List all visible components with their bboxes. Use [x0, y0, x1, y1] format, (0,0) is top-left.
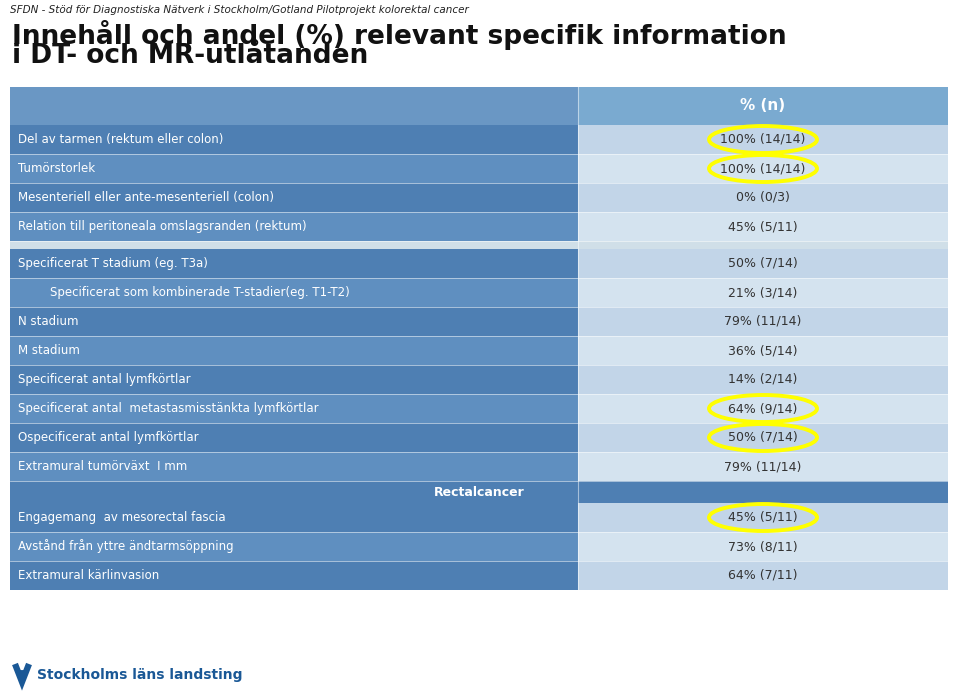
Bar: [10, 212, 578, 241]
Text: Specificerat antal  metastasmisstänkta lymfkörtlar: Specificerat antal metastasmisstänkta ly…: [18, 402, 319, 415]
Bar: [578, 336, 948, 365]
Text: 79% (11/14): 79% (11/14): [724, 460, 802, 473]
Text: 73% (8/11): 73% (8/11): [729, 540, 798, 553]
Text: 100% (14/14): 100% (14/14): [720, 133, 805, 146]
Bar: [578, 532, 948, 561]
Bar: [10, 532, 578, 561]
Text: 64% (7/11): 64% (7/11): [729, 569, 798, 582]
Text: M stadium: M stadium: [18, 344, 80, 357]
Text: 36% (5/14): 36% (5/14): [729, 344, 798, 357]
Bar: [578, 212, 948, 241]
Text: Ospecificerat antal lymfkörtlar: Ospecificerat antal lymfkörtlar: [18, 431, 199, 444]
Text: % (n): % (n): [740, 98, 785, 114]
Text: Extramural tumörväxt  I mm: Extramural tumörväxt I mm: [18, 460, 187, 473]
Text: i DT- och MR-utlåtanden: i DT- och MR-utlåtanden: [12, 43, 369, 69]
Text: Innehåll och andel (%) relevant specifik information: Innehåll och andel (%) relevant specifik…: [12, 20, 786, 50]
Text: 50% (7/14): 50% (7/14): [728, 257, 798, 270]
Text: 79% (11/14): 79% (11/14): [724, 315, 802, 328]
Bar: [578, 278, 948, 307]
Bar: [10, 307, 578, 336]
Text: Stockholms läns landsting: Stockholms läns landsting: [37, 668, 243, 682]
Bar: [10, 394, 578, 423]
Text: Specificerat antal lymfkörtlar: Specificerat antal lymfkörtlar: [18, 373, 191, 386]
Bar: [10, 423, 578, 452]
Text: Avstånd från yttre ändtarmsöppning: Avstånd från yttre ändtarmsöppning: [18, 539, 233, 553]
Text: Relation till peritoneala omslagsranden (rektum): Relation till peritoneala omslagsranden …: [18, 220, 306, 233]
Text: Extramural kärlinvasion: Extramural kärlinvasion: [18, 569, 159, 582]
Bar: [578, 125, 948, 154]
Bar: [10, 503, 578, 532]
Text: Rectalcancer: Rectalcancer: [434, 486, 524, 498]
Bar: [578, 183, 948, 212]
Bar: [10, 87, 578, 125]
Bar: [578, 452, 948, 481]
Text: Specificerat som kombinerade T-stadier(eg. T1-T2): Specificerat som kombinerade T-stadier(e…: [50, 286, 349, 299]
Text: 50% (7/14): 50% (7/14): [728, 431, 798, 444]
Bar: [10, 336, 578, 365]
Text: 100% (14/14): 100% (14/14): [720, 162, 805, 175]
Bar: [578, 249, 948, 278]
Bar: [578, 87, 948, 125]
Text: Tumörstorlek: Tumörstorlek: [18, 162, 95, 175]
Bar: [578, 561, 948, 590]
Bar: [578, 503, 948, 532]
Bar: [10, 154, 578, 183]
Bar: [10, 125, 578, 154]
Bar: [10, 365, 578, 394]
Bar: [578, 423, 948, 452]
Bar: [10, 249, 578, 278]
Bar: [10, 481, 948, 503]
Bar: [10, 278, 578, 307]
Text: Mesenteriell eller ante-mesenteriell (colon): Mesenteriell eller ante-mesenteriell (co…: [18, 191, 274, 204]
Bar: [10, 183, 578, 212]
Text: 0% (0/3): 0% (0/3): [736, 191, 790, 204]
Text: Specificerat T stadium (eg. T3a): Specificerat T stadium (eg. T3a): [18, 257, 208, 270]
Text: 64% (9/14): 64% (9/14): [729, 402, 798, 415]
Text: N stadium: N stadium: [18, 315, 79, 328]
Text: 21% (3/14): 21% (3/14): [729, 286, 798, 299]
Bar: [10, 561, 578, 590]
Text: 45% (5/11): 45% (5/11): [729, 220, 798, 233]
Text: Engagemang  av mesorectal fascia: Engagemang av mesorectal fascia: [18, 511, 226, 524]
Bar: [578, 365, 948, 394]
Bar: [10, 452, 578, 481]
Text: 14% (2/14): 14% (2/14): [729, 373, 798, 386]
Text: 45% (5/11): 45% (5/11): [729, 511, 798, 524]
Text: Del av tarmen (rektum eller colon): Del av tarmen (rektum eller colon): [18, 133, 224, 146]
Bar: [578, 154, 948, 183]
Text: SFDN - Stöd för Diagnostiska Nätverk i Stockholm/Gotland Pilotprojekt kolorektal: SFDN - Stöd för Diagnostiska Nätverk i S…: [10, 5, 468, 15]
Bar: [578, 394, 948, 423]
Bar: [578, 307, 948, 336]
Bar: [10, 241, 948, 249]
